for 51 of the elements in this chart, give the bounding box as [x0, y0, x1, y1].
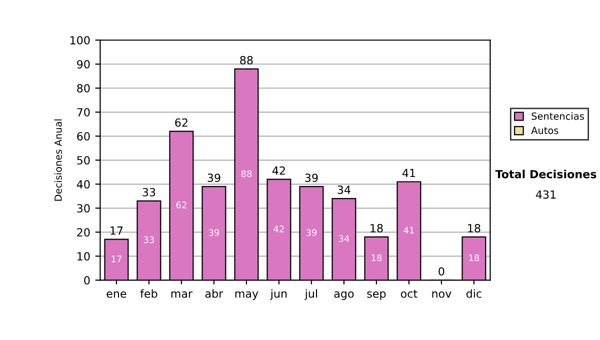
x-tick-label: dic [466, 289, 482, 298]
x-tick-label: jul [304, 289, 318, 300]
total-label: 39 [208, 174, 220, 182]
data-label: 88 [241, 170, 252, 178]
data-label: 33 [144, 236, 154, 244]
y-tick-label: 80 [77, 84, 90, 93]
y-tick-label: 60 [77, 132, 90, 141]
data-label: 41 [404, 226, 414, 234]
y-axis-title: Decisiones Anual [54, 119, 62, 201]
y-tick-label: 10 [78, 252, 90, 261]
legend-label: Autos [531, 126, 558, 134]
total-label: 34 [338, 186, 350, 194]
y-tick-label: 20 [77, 228, 90, 237]
y-tick-label: 50 [77, 156, 90, 165]
y-tick-label: 70 [77, 108, 90, 117]
total-label: 33 [142, 188, 156, 196]
x-tick-label: sep [367, 291, 386, 300]
x-tick-label: mar [171, 291, 193, 298]
total-label: 39 [305, 174, 318, 182]
y-tick-label: 30 [77, 204, 90, 213]
data-label: 42 [274, 226, 284, 232]
y-tick-label: 90 [77, 60, 90, 69]
y-tick-label: 100 [70, 36, 90, 44]
text: Total Decisiones [495, 170, 596, 178]
data-label: 18 [372, 254, 382, 262]
total-label: 0 [438, 267, 444, 276]
data-label: 34 [338, 235, 350, 242]
total-label: 17 [110, 226, 123, 235]
total-label: 18 [370, 224, 383, 232]
x-tick-label: feb [140, 289, 158, 298]
x-tick-label: abr [205, 289, 224, 298]
x-tick-label: nov [432, 291, 452, 298]
x-tick-label: ago [334, 291, 354, 300]
data-label: 39 [306, 229, 317, 236]
total-label: 18 [468, 224, 480, 232]
y-tick-label: 0 [84, 276, 90, 285]
total-label: 42 [272, 166, 285, 175]
data-label: 17 [112, 256, 122, 262]
x-tick-label: may [235, 291, 258, 300]
data-label: 62 [176, 202, 186, 208]
total-label: 88 [240, 56, 253, 64]
x-tick-label: jun [270, 289, 287, 300]
legend-label: Sentencias [532, 112, 584, 120]
data-label: 18 [469, 254, 480, 262]
text: 431 [536, 190, 556, 199]
x-tick-label: oct [400, 290, 418, 298]
total-label: 62 [175, 118, 188, 127]
data-label: 39 [208, 229, 220, 236]
y-tick-label: 40 [76, 180, 90, 189]
total-label: 41 [402, 168, 415, 178]
x-tick-label: ene [106, 291, 126, 298]
